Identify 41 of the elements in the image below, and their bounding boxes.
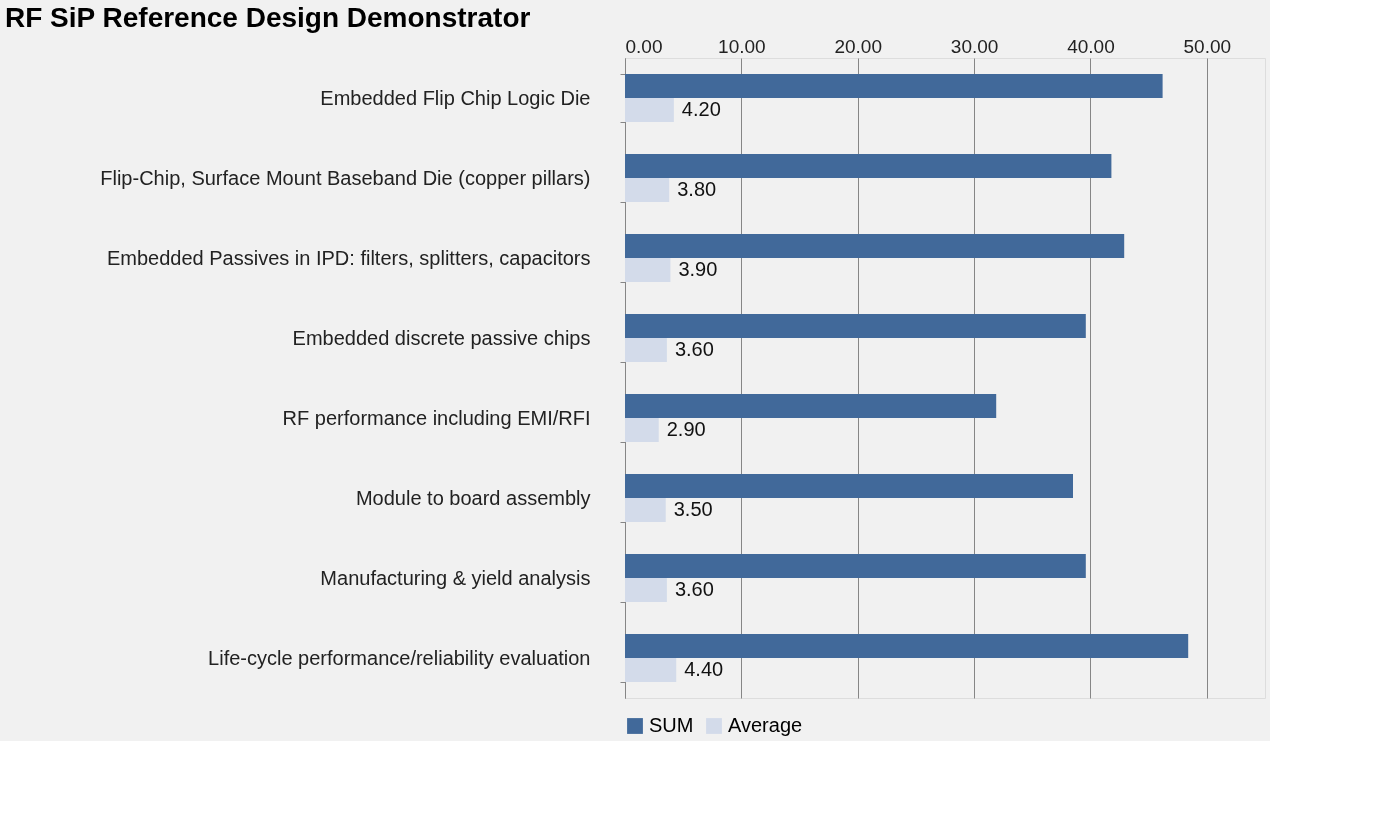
y-tick-label: RF performance including EMI/RFI <box>282 406 591 429</box>
bar <box>625 98 674 122</box>
legend-label: SUM <box>649 714 694 736</box>
x-tick-label: 0.00 <box>625 35 663 57</box>
data-label: 3.60 <box>674 578 714 600</box>
y-tick-label: Module to board assembly <box>355 486 591 509</box>
data-label: 4.20 <box>681 98 721 120</box>
bar <box>625 498 666 522</box>
bar <box>625 314 1086 338</box>
y-tick-label: Manufacturing & yield analysis <box>320 566 591 589</box>
data-label: 3.80 <box>677 178 717 200</box>
y-tick-label: Flip-Chip, Surface Mount Baseband Die (copper pillars) <box>100 166 591 189</box>
bar <box>625 634 1189 658</box>
bar <box>625 418 659 442</box>
bar <box>625 178 670 202</box>
data-label: 4.40 <box>684 658 724 680</box>
x-tick-label: 30.00 <box>950 35 999 57</box>
x-tick-label: 40.00 <box>1067 35 1115 57</box>
text: RF SiP Reference Design Demonstrator <box>5 2 531 33</box>
y-tick-label: Life-cycle performance/reliability evaluation <box>208 646 591 669</box>
bar <box>625 554 1086 578</box>
bar <box>625 658 677 682</box>
bar <box>625 258 671 282</box>
legend-label: Average <box>728 714 803 736</box>
bar <box>625 394 997 418</box>
bar <box>625 338 667 362</box>
bar <box>625 578 667 602</box>
y-tick-label: Embedded discrete passive chips <box>292 326 591 349</box>
y-tick-label: Embedded Flip Chip Logic Die <box>320 86 591 109</box>
x-tick-label: 20.00 <box>834 35 882 57</box>
bar <box>625 474 1073 498</box>
bar <box>625 154 1112 178</box>
data-label: 3.50 <box>673 498 713 520</box>
x-tick-label: 50.00 <box>1183 35 1232 57</box>
data-label: 2.90 <box>666 418 706 440</box>
y-tick-label: Embedded Passives in IPD: filters, splitters, capacitors <box>106 246 591 269</box>
bar <box>625 234 1125 258</box>
data-label: 3.90 <box>678 258 718 280</box>
bar <box>625 74 1163 98</box>
x-tick-label: 10.00 <box>718 35 766 57</box>
data-label: 3.60 <box>674 338 714 360</box>
